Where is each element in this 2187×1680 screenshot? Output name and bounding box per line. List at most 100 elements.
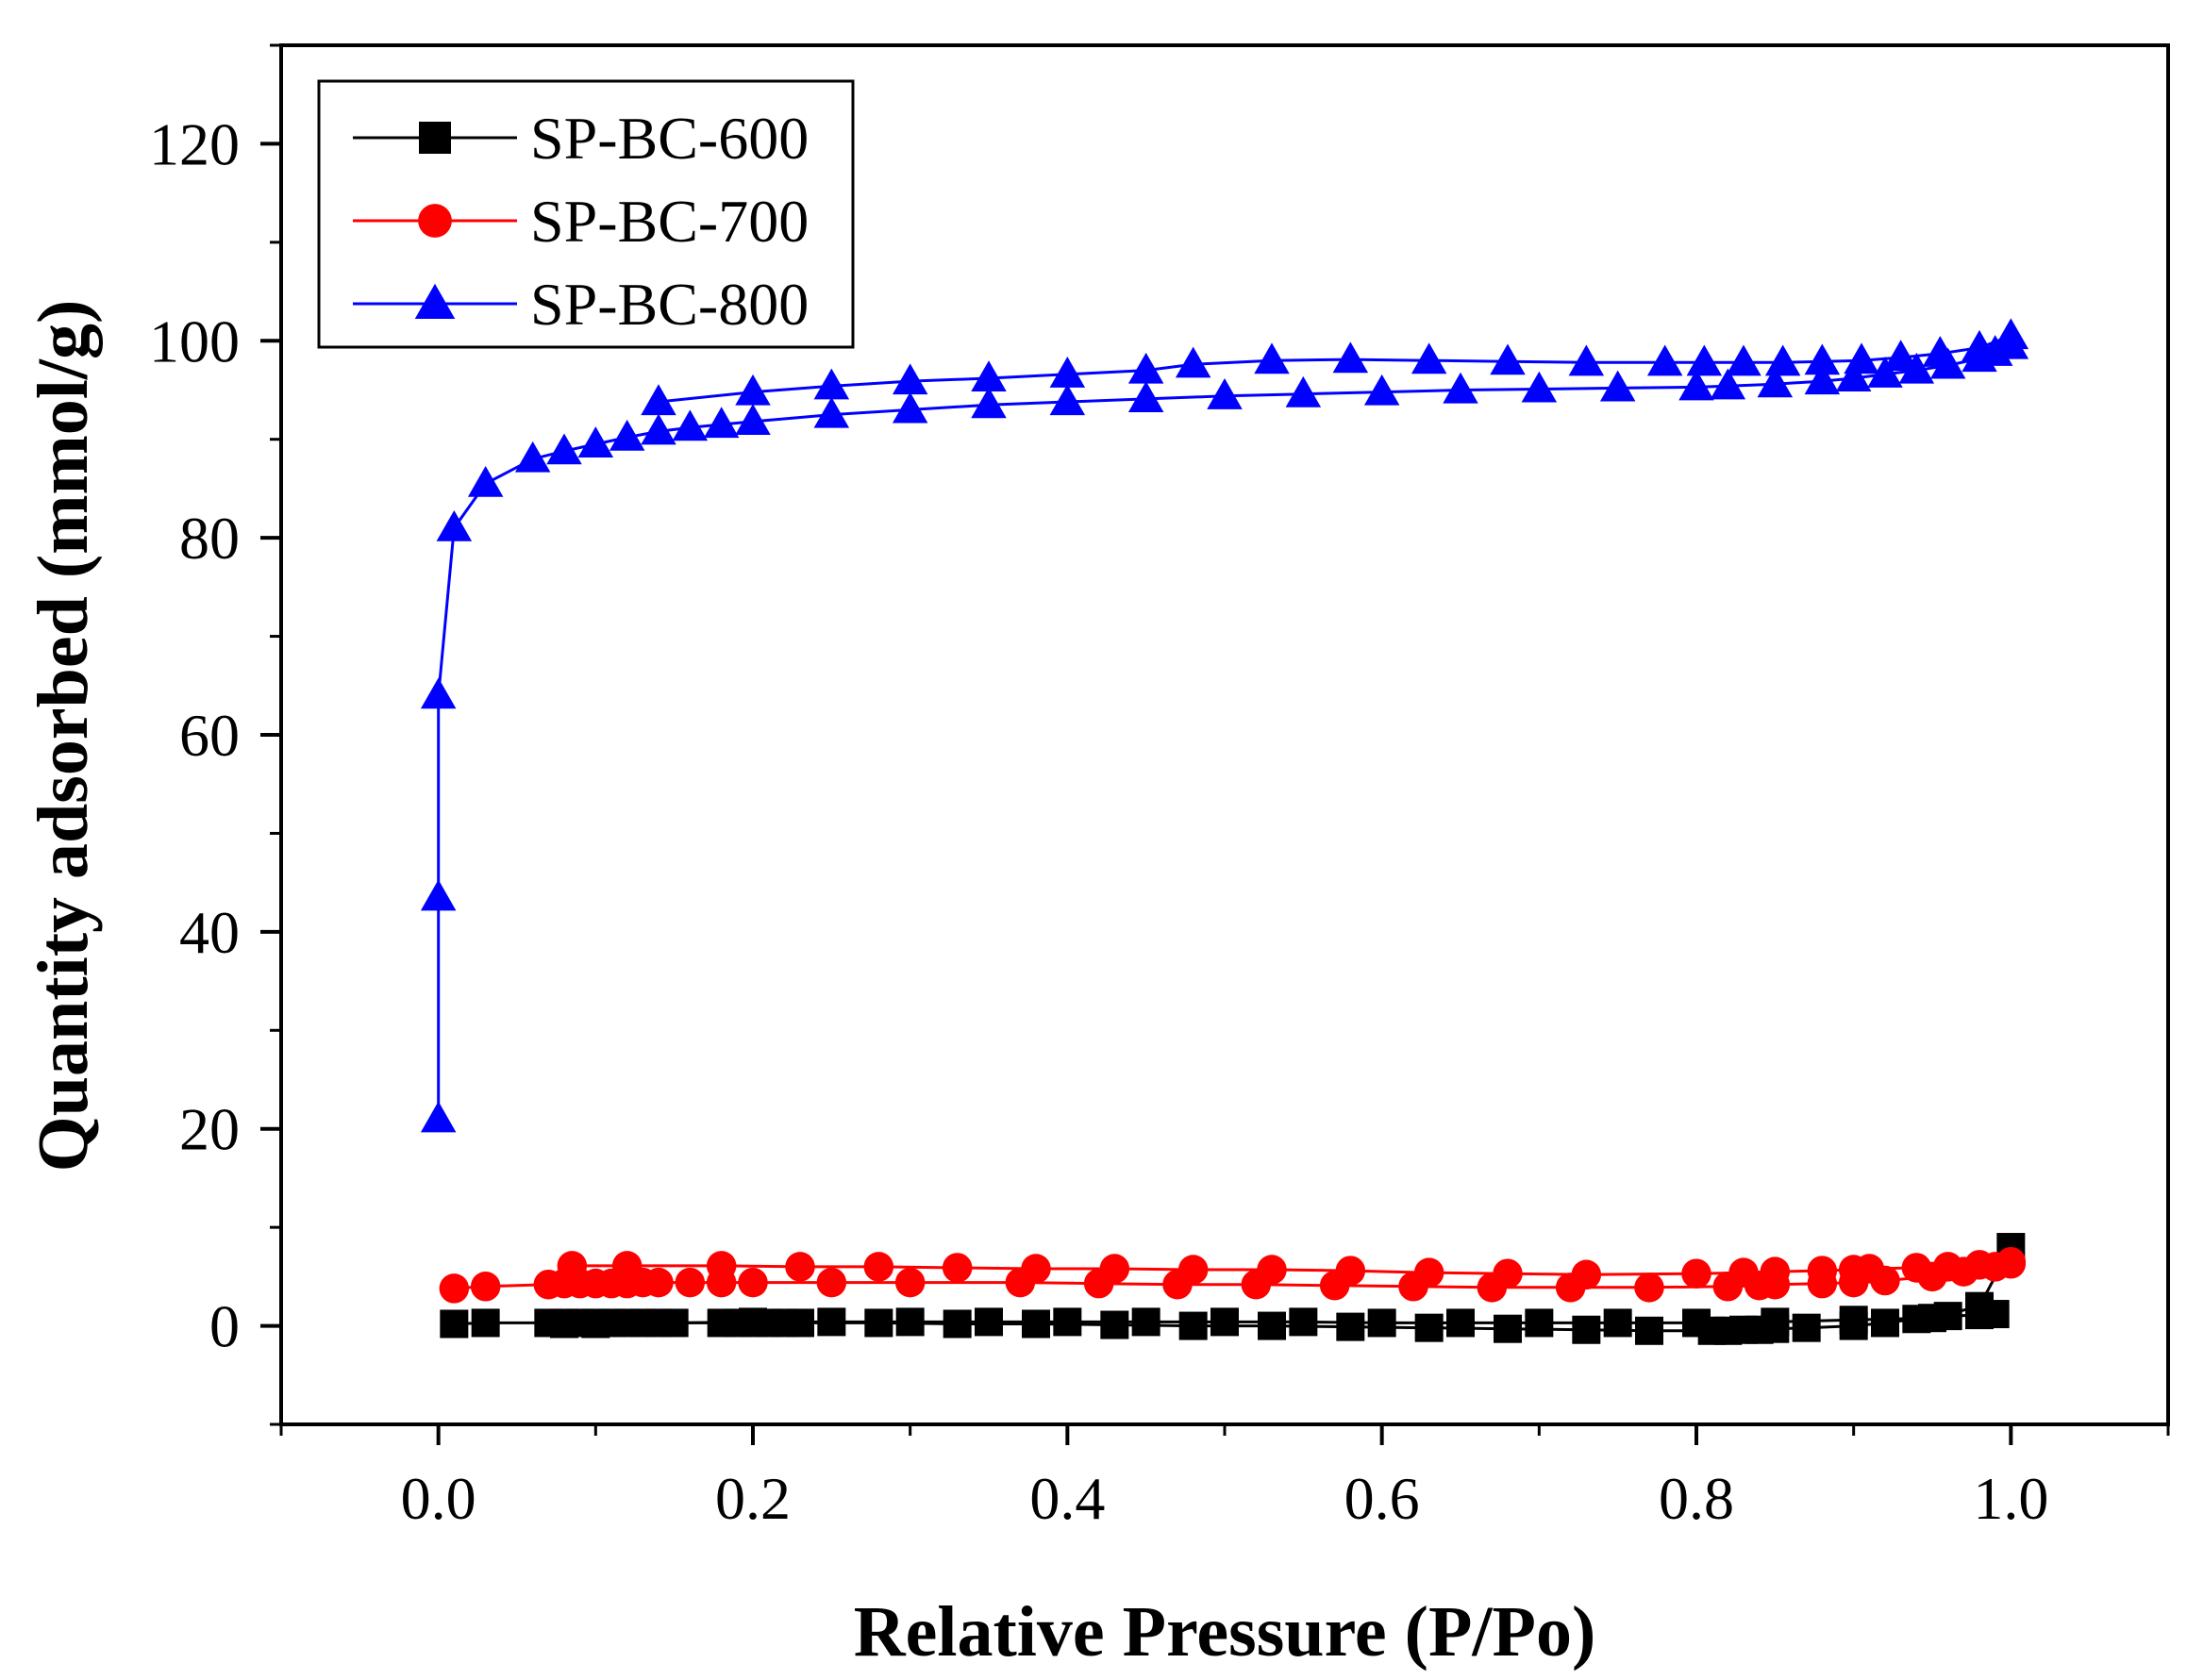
adsorption-point [1285,375,1322,408]
desorption-point [1603,1308,1632,1338]
desorption-point [942,1253,973,1283]
desorption-point [1682,1308,1711,1338]
desorption-point [1411,342,1447,374]
adsorption-point [577,426,614,457]
y-tick-label: 60 [179,702,240,769]
adsorption-point [546,433,582,465]
x-tick-label: 1.0 [1973,1465,2048,1532]
desorption-point [1807,1256,1838,1286]
y-tick-label: 120 [149,110,240,177]
desorption-point [659,1308,689,1338]
adsorption-point [1678,369,1714,401]
series-sp-bc-600 [440,1233,2026,1345]
desorption-point [1568,344,1605,376]
desorption-point [1257,1255,1287,1285]
legend-label: SP-BC-800 [530,271,809,338]
adsorption-point [1710,368,1746,400]
adsorption-point [1635,1316,1663,1345]
desorption-point [1210,1307,1239,1337]
adsorption-point [1414,1313,1444,1342]
desorption-point [1965,1291,1994,1321]
adsorption-point [1258,1311,1286,1340]
desorption-point [706,1251,737,1281]
adsorption-point [467,465,504,497]
adsorption-point [1127,381,1164,412]
adsorption-point [1599,370,1636,402]
adsorption-point [1757,366,1794,398]
adsorption-point [1804,363,1841,395]
legend-marker [418,204,452,238]
desorption-point [1764,344,1801,376]
desorption-point [1681,1258,1711,1289]
adsorption-point [436,509,473,541]
desorption-point [1335,1256,1366,1286]
desorption-point [1686,344,1723,376]
y-axis-title: Quantity adsorbed (mmol/g) [24,300,103,1173]
desorption-point [1760,1256,1791,1287]
desorption-point [641,384,676,416]
y-tick-label: 80 [179,505,240,572]
desorption-point [557,1251,588,1281]
adsorption-point [1634,1272,1664,1303]
adsorption-point [1336,1312,1365,1341]
desorption-point [1993,318,2029,350]
adsorption-point [672,409,709,441]
desorption-point [1175,346,1211,378]
desorption-point [1053,1307,1082,1337]
y-tick-label: 20 [179,1096,240,1163]
desorption-point [975,1307,1003,1337]
desorption-point [1932,1252,1963,1282]
desorption-point [1446,1308,1475,1338]
adsorption-point [735,404,771,435]
desorption-point [1049,357,1086,388]
desorption-point [817,1307,846,1337]
legend-label: SP-BC-700 [530,188,809,255]
adsorption-point [1867,357,1903,388]
desorption-point [1367,1308,1396,1338]
adsorption-point [971,387,1007,419]
adsorption-point [1792,1313,1821,1342]
desorption-point [1177,1255,1209,1285]
adsorption-point [738,1267,768,1298]
adsorption-point [1521,371,1558,403]
adsorption-point [675,1267,706,1298]
desorption-point [1021,1254,1051,1284]
desorption-point [735,374,771,406]
desorption-point [1493,1258,1523,1289]
y-tick-label: 0 [209,1293,240,1360]
desorption-point [1844,342,1879,374]
desorption-point [1726,344,1761,376]
adsorption-point [514,441,551,473]
desorption-point [1099,1254,1130,1284]
x-tick-label: 0.4 [1029,1465,1105,1532]
adsorption-point [1049,384,1086,416]
x-tick-label: 0.8 [1659,1465,1734,1532]
desorption-point [813,368,850,400]
desorption-point [1882,340,1919,372]
legend-marker [414,283,456,319]
desorption-point [1254,342,1290,374]
desorption-point [1918,1304,1946,1333]
y-tick-label: 100 [149,308,240,374]
desorption-point [1131,1307,1160,1337]
desorption-point [581,1309,610,1339]
adsorption-point [1871,1308,1899,1338]
desorption-point [1571,1259,1602,1290]
desorption-point [1490,343,1526,375]
desorption-point [1901,1253,1932,1283]
x-tick-label: 0.2 [715,1465,791,1532]
desorption-point [1646,344,1683,376]
desorption-point [971,360,1007,392]
adsorption-point [943,1309,972,1339]
desorption-point [895,1307,925,1337]
adsorption-point [470,1272,501,1302]
desorption-point [863,1252,894,1282]
desorption-point [1413,1257,1444,1288]
desorption-point [1995,1246,2027,1277]
adsorption-point [440,1309,469,1339]
adsorption-point [1100,1310,1129,1339]
adsorption-point [703,407,740,439]
adsorption-point [813,396,850,428]
y-tick-label: 40 [179,899,240,966]
desorption-point [550,1309,578,1339]
